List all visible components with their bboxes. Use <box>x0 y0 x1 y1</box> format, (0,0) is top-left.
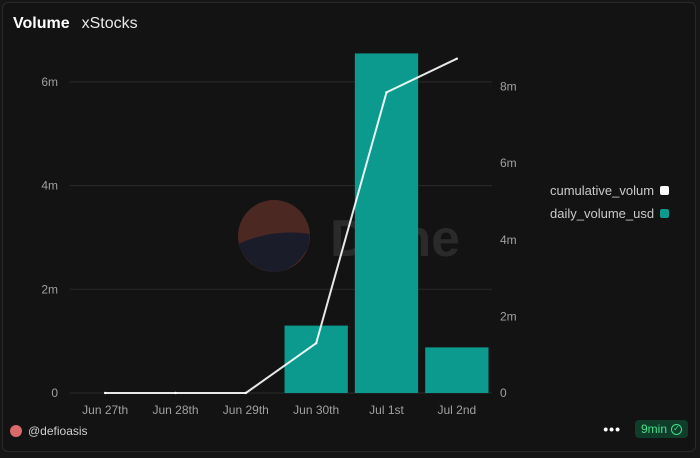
chart-title: Volume <box>13 15 70 32</box>
bar-jul-1st <box>354 53 419 394</box>
line-point <box>103 391 107 395</box>
x-tick-label: Jul 1st <box>369 403 404 417</box>
line-point <box>385 91 388 94</box>
line-series-cumulative <box>105 57 458 394</box>
legend-swatch-cumulative <box>660 186 670 195</box>
author-avatar-icon <box>10 425 22 437</box>
check-circle-icon: ✓ <box>671 423 682 435</box>
author-credit[interactable]: @defioasis <box>10 424 88 438</box>
footer-actions: ••• 9min ✓ <box>603 420 688 438</box>
chart-subtitle: xStocks <box>81 15 138 32</box>
line-point <box>244 391 248 395</box>
x-tick-label: Jul 2nd <box>437 403 476 417</box>
line-point <box>174 391 177 395</box>
y-right-tick-label: 2m <box>500 309 517 323</box>
refresh-status-badge[interactable]: 9min ✓ <box>634 420 688 438</box>
x-tick-label: Jun 30th <box>293 403 339 417</box>
chart-legend: cumulative_volum daily_volume_usd <box>550 183 670 221</box>
author-name: @defioasis <box>28 424 88 438</box>
legend-label-cumulative: cumulative_volum <box>550 183 655 198</box>
y-left-tick-label: 2m <box>41 282 58 296</box>
chart-header: Volume xStocks <box>13 15 138 33</box>
x-tick-label: Jun 29th <box>223 403 269 417</box>
y-right-tick-label: 8m <box>500 80 517 94</box>
x-tick-label: Jun 28th <box>152 403 198 417</box>
y-left-tick-label: 4m <box>41 179 58 193</box>
y-left-tick-label: 6m <box>41 75 58 89</box>
legend-item-cumulative[interactable]: cumulative_volum <box>550 183 670 198</box>
line-point <box>455 57 459 60</box>
line-point <box>314 342 318 345</box>
legend-item-daily[interactable]: daily_volume_usd <box>550 206 670 221</box>
legend-label-daily: daily_volume_usd <box>550 206 655 221</box>
y-left-tick-label: 0 <box>51 386 58 400</box>
bar-jul-2nd <box>425 347 489 393</box>
refresh-time-label: 9min <box>640 422 667 436</box>
y-right-tick-label: 6m <box>500 156 517 170</box>
y-right-tick-label: 0 <box>500 386 507 400</box>
x-tick-label: Jun 27th <box>82 403 128 417</box>
legend-swatch-daily <box>660 209 670 218</box>
y-right-tick-label: 4m <box>500 233 517 247</box>
ellipsis-icon[interactable]: ••• <box>603 421 621 437</box>
